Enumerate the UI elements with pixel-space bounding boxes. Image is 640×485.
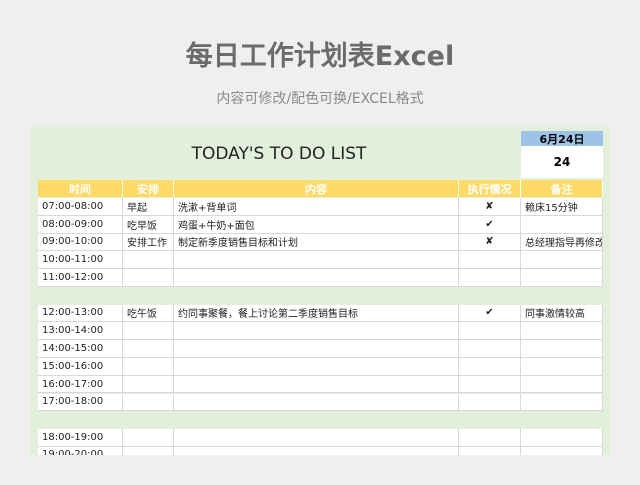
table-cell: 总经理指导再修改 — [521, 233, 603, 252]
table-cell: 13:00-14:00 — [38, 322, 123, 341]
table-cell: 10:00-11:00 — [38, 251, 123, 270]
table-cell: ✔ — [459, 215, 521, 234]
table-cell — [521, 322, 603, 341]
table-cell — [123, 428, 174, 447]
table-cell: 15:00-16:00 — [38, 357, 123, 376]
table-cell — [521, 357, 603, 376]
table-cell — [521, 269, 603, 287]
table-cell — [123, 357, 174, 376]
table-cell: 17:00-18:00 — [38, 393, 123, 412]
table-cell — [459, 428, 521, 447]
date-label: 6月24日 — [521, 131, 603, 146]
table-cell — [123, 251, 174, 270]
table-cell — [123, 446, 174, 455]
table-cell: ✔ — [459, 304, 521, 323]
table-cell — [174, 393, 459, 412]
table-cell — [459, 340, 521, 358]
table-cell: 14:00-15:00 — [38, 340, 123, 358]
table-cell — [174, 269, 459, 287]
sheet: TODAY'S TO DO LIST 6月24日 24 时间 安排 内容 执行情况 备注… — [30, 125, 610, 455]
table-cell: 19:00-20:00 — [38, 446, 123, 455]
sheet-title: TODAY'S TO DO LIST — [191, 144, 367, 164]
table-cell — [123, 375, 174, 394]
table-cell — [174, 357, 459, 376]
column-header: 安排 — [123, 180, 174, 197]
table-cell — [123, 322, 174, 341]
table-cell: 09:00-10:00 — [38, 233, 123, 252]
table-cell — [459, 393, 521, 412]
table-cell: 同事激情较高 — [521, 304, 603, 323]
table-cell — [459, 251, 521, 270]
column-header: 内容 — [174, 180, 459, 197]
table-cell: ✘ — [459, 198, 521, 216]
table-cell: 安排工作 — [123, 233, 174, 252]
table-cell: 18:00-19:00 — [38, 428, 123, 447]
table-cell — [123, 340, 174, 358]
column-header: 时间 — [38, 180, 123, 197]
table-cell: 吃早饭 — [123, 215, 174, 234]
table-cell — [521, 428, 603, 447]
table-cell — [521, 251, 603, 270]
table-cell — [123, 269, 174, 287]
day: 24 — [521, 146, 603, 178]
table-cell — [174, 428, 459, 447]
column-header: 备注 — [521, 180, 603, 197]
table-cell — [174, 322, 459, 341]
table-cell — [459, 269, 521, 287]
table-cell — [459, 357, 521, 376]
table-cell — [174, 446, 459, 455]
page-title: 每日工作计划表Excel — [185, 41, 455, 72]
table-cell: 08:00-09:00 — [38, 215, 123, 234]
table-cell — [174, 340, 459, 358]
table-cell — [459, 446, 521, 455]
table-cell: 赖床15分钟 — [521, 198, 603, 216]
table-cell — [459, 322, 521, 341]
page-subtitle: 内容可修改/配色可换/EXCEL格式 — [216, 91, 424, 107]
table-cell: 约同事聚餐，餐上讨论第二季度销售目标 — [174, 304, 459, 323]
table-cell — [174, 251, 459, 270]
table-cell: 制定新季度销售目标和计划 — [174, 233, 459, 252]
table-cell: 早起 — [123, 198, 174, 216]
table-cell: 鸡蛋+牛奶+面包 — [174, 215, 459, 234]
table-cell: 洗漱+背单词 — [174, 198, 459, 216]
table-cell — [521, 215, 603, 234]
table-cell: ✘ — [459, 233, 521, 252]
table-cell: 07:00-08:00 — [38, 198, 123, 216]
table-cell: 11:00-12:00 — [38, 269, 123, 287]
table-cell — [521, 393, 603, 412]
table-cell — [459, 375, 521, 394]
table-cell: 12:00-13:00 — [38, 304, 123, 323]
table-cell — [123, 393, 174, 412]
column-header: 执行情况 — [459, 180, 521, 197]
table-cell: 16:00-17:00 — [38, 375, 123, 394]
table-cell — [174, 375, 459, 394]
table-cell — [521, 446, 603, 455]
table-cell — [521, 375, 603, 394]
table-cell — [521, 340, 603, 358]
table-cell: 吃午饭 — [123, 304, 174, 323]
